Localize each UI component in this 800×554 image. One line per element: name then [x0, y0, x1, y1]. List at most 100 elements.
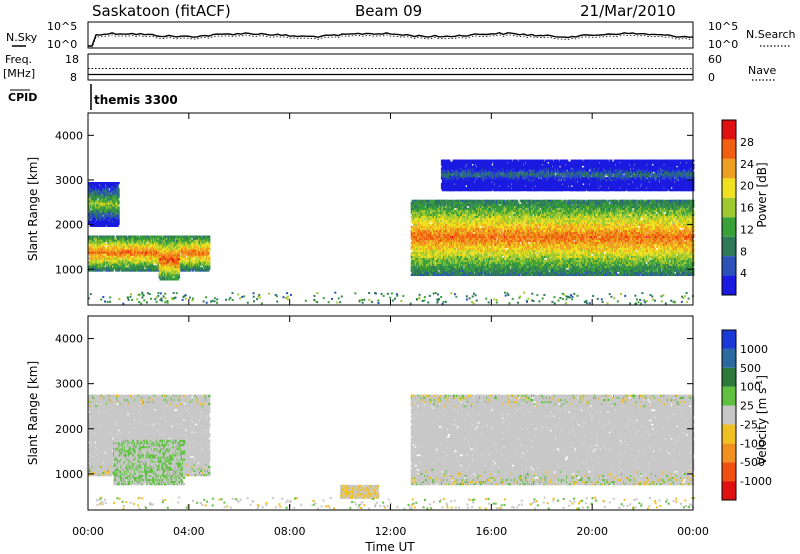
heatmap-cell	[95, 194, 98, 197]
heatmap-cell	[112, 218, 115, 221]
noise-search-label: N.Search	[746, 28, 796, 41]
heatmap-cell	[97, 247, 100, 250]
power-heatmap	[88, 159, 695, 305]
heatmap-cell	[208, 239, 211, 242]
heatmap-cell	[202, 261, 205, 264]
heatmap-cell	[117, 200, 120, 203]
heatmap-cell	[196, 237, 199, 240]
heatmap-cell	[415, 203, 418, 207]
heatmap-cell	[134, 251, 137, 254]
heatmap-cell	[142, 259, 145, 262]
heatmap-cell	[151, 259, 154, 262]
heatmap-cell	[126, 239, 130, 242]
heatmap-cell	[126, 267, 130, 270]
heatmap-cell	[171, 268, 174, 271]
noise-right-tick-bottom: 10^0	[708, 38, 738, 51]
heatmap-cell	[410, 255, 413, 259]
heatmap-cell	[179, 251, 182, 254]
heatmap-cell	[144, 251, 148, 254]
heatmap-cell	[465, 243, 468, 247]
heatmap-cell	[144, 259, 148, 262]
heatmap-cell	[136, 259, 140, 262]
heatmap-cell	[140, 247, 143, 250]
heatmap-cell	[196, 269, 199, 272]
heatmap-cell	[434, 233, 437, 237]
heatmap-cell	[104, 214, 108, 217]
heatmap-cell	[192, 259, 195, 262]
heatmap-cell	[208, 259, 211, 262]
heatmap-cell	[104, 196, 107, 199]
heatmap-cell	[135, 255, 138, 258]
heatmap-cell	[101, 269, 104, 272]
heatmap-cell	[126, 253, 130, 256]
heatmap-cell	[108, 241, 112, 244]
heatmap-cell	[150, 241, 153, 244]
heatmap-cell	[166, 250, 170, 253]
heatmap-cell	[92, 239, 95, 242]
heatmap-cell	[119, 235, 122, 238]
heatmap-cell	[117, 194, 120, 197]
heatmap-cell	[186, 269, 189, 272]
heatmap-cell	[200, 251, 203, 254]
heatmap-cell	[106, 190, 109, 193]
heatmap-cell	[101, 214, 104, 217]
heatmap-cell	[117, 214, 120, 217]
heatmap-cell	[109, 265, 112, 268]
heatmap-cell	[91, 245, 94, 248]
freq-unit-label: [MHz]	[3, 67, 35, 80]
heatmap-cell	[176, 256, 179, 259]
heatmap-cell	[165, 237, 168, 240]
heatmap-cell	[107, 222, 110, 225]
heatmap-cell	[190, 261, 194, 264]
heatmap-cell	[177, 270, 181, 273]
heatmap-cell	[413, 233, 416, 237]
heatmap-cell	[125, 269, 128, 272]
heatmap-cell	[120, 249, 123, 252]
heatmap-cell	[105, 184, 109, 187]
heatmap-cell	[113, 212, 117, 215]
heatmap-cell	[97, 212, 101, 215]
heatmap-cell	[153, 245, 156, 248]
heatmap-cell	[125, 255, 128, 258]
heatmap-cell	[102, 245, 105, 248]
heatmap-cell	[104, 269, 107, 272]
heatmap-cell	[453, 247, 457, 251]
heatmap-cell	[116, 253, 120, 256]
heatmap-cell	[139, 265, 142, 268]
heatmap-cell	[194, 247, 197, 250]
heatmap-cell	[117, 247, 121, 250]
heatmap-cell	[174, 276, 177, 279]
heatmap-cell	[199, 253, 202, 256]
heatmap-cell	[97, 182, 101, 185]
heatmap-cell	[131, 239, 134, 242]
freq-tick-top: 18	[65, 53, 79, 66]
heatmap-cell	[116, 184, 119, 187]
heatmap-cell	[168, 270, 171, 273]
heatmap-cell	[117, 202, 120, 205]
heatmap-cell	[112, 204, 115, 207]
heatmap-cell	[173, 244, 176, 247]
heatmap-cell	[412, 269, 415, 272]
heatmap-cell	[97, 208, 101, 211]
heatmap-cell	[97, 222, 101, 225]
heatmap-cell	[90, 212, 93, 215]
heatmap-cell	[88, 196, 91, 199]
station-title: Saskatoon (fitACF)	[92, 2, 231, 20]
nave-tick-top: 60	[708, 53, 722, 66]
heatmap-cell	[411, 247, 414, 251]
heatmap-cell	[459, 201, 462, 205]
heatmap-cell	[138, 251, 141, 254]
heatmap-cell	[99, 192, 102, 195]
heatmap-cell	[152, 251, 155, 254]
heatmap-cell	[95, 269, 98, 272]
heatmap-cell	[139, 243, 142, 246]
heatmap-cell	[173, 258, 176, 261]
heatmap-cell	[88, 184, 92, 187]
heatmap-cell	[107, 192, 110, 195]
heatmap-cell	[175, 242, 178, 245]
heatmap-cell	[135, 263, 138, 266]
heatmap-cell	[181, 251, 184, 254]
heatmap-cell	[177, 266, 181, 269]
heatmap-cell	[126, 259, 130, 262]
heatmap-cell	[208, 255, 211, 258]
